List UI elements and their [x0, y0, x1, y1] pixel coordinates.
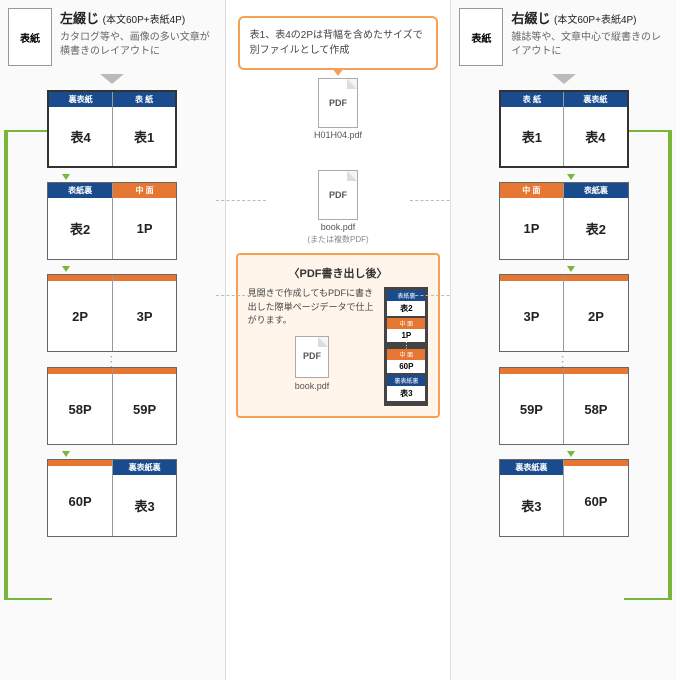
page-label: 58P [48, 374, 112, 444]
pdf-file-icon: PDF [318, 170, 358, 220]
page-label: 59P [113, 374, 177, 444]
book-icon: 表紙 [8, 8, 52, 66]
page-label: 表4 [564, 107, 627, 166]
right-header: 表紙 右綴じ (本文60P+表紙4P) 雑誌等や、文章中心で縦書きのレイアウトに [459, 8, 668, 66]
center-column: 表1、表4の2Pは背幅を含めたサイズで別ファイルとして作成 PDF H01H04… [226, 0, 451, 680]
page-tag: 表紙裏 [564, 183, 628, 198]
left-binding-column: 表紙 左綴じ (本文60P+表紙4P) カタログ等や、画像の多い文章が横書きのレ… [0, 0, 226, 680]
page-label: 表4 [49, 107, 112, 166]
page-tag: 表紙裏 [48, 183, 112, 198]
page-tag: 中 面 [113, 183, 177, 198]
mini-page: 裏表紙裏表3 [387, 375, 425, 401]
page-label: 表3 [500, 475, 564, 536]
page-tag: 中 面 [500, 183, 564, 198]
cover-callout: 表1、表4の2Pは背幅を含めたサイズで別ファイルとして作成 [238, 16, 439, 70]
mini-page: 表紙裏表2 [387, 290, 425, 316]
arrow-down-icon [552, 74, 576, 84]
pdf2-label: book.pdf [234, 222, 443, 232]
page-label: 60P [564, 466, 628, 536]
page-tag: 表 紙 [113, 92, 176, 107]
page-label: 2P [564, 281, 628, 351]
right-desc: 雑誌等や、文章中心で縦書きのレイアウトに [511, 31, 668, 59]
book-icon: 表紙 [459, 8, 503, 66]
page-label: 表3 [113, 475, 177, 536]
flow-arrow-icon [62, 174, 70, 180]
arrow-down-icon [100, 74, 124, 84]
page-spread: 中 面1P表紙裏表2 [499, 182, 629, 260]
page-spread: 裏表紙裏表360P [499, 459, 629, 537]
page-spread: 59P58P [499, 367, 629, 445]
page-spread: 表紙裏表2中 面1P [47, 182, 177, 260]
page-label: 60P [48, 466, 112, 536]
ellipsis-icon: ⋮ [459, 358, 668, 365]
pdf1-label: H01H04.pdf [234, 130, 443, 140]
page-tag: 表 紙 [501, 92, 564, 107]
mini-page-stack: 表紙裏表2中 面1P⋮中 面60P裏表紙裏表3 [384, 287, 428, 406]
page-spread: 表 紙表1裏表紙表4 [499, 90, 629, 168]
page-tag: 裏表紙裏 [500, 460, 564, 475]
right-title: 右綴じ (本文60P+表紙4P) [511, 8, 668, 27]
page-tag: 裏表紙 [49, 92, 112, 107]
page-label: 3P [113, 281, 177, 351]
page-spread: 58P59P [47, 367, 177, 445]
flow-arrow-icon [567, 266, 575, 272]
page-spread: 3P2P [499, 274, 629, 352]
mini-page: 中 面60P [387, 349, 425, 373]
flow-arrow-icon [62, 266, 70, 272]
page-label: 表2 [48, 198, 112, 259]
flow-arrow-icon [567, 174, 575, 180]
page-label: 59P [500, 374, 564, 444]
page-spread: 裏表紙表4表 紙表1 [47, 90, 177, 168]
pdf2-sublabel: (または複数PDF) [234, 234, 443, 245]
right-spreads: 表 紙表1裏表紙表4中 面1P表紙裏表23P2P⋮59P58P裏表紙裏表360P [459, 90, 668, 537]
flow-arrow-icon [62, 451, 70, 457]
right-binding-column: 表紙 右綴じ (本文60P+表紙4P) 雑誌等や、文章中心で縦書きのレイアウトに… [450, 0, 676, 680]
left-desc: カタログ等や、画像の多い文章が横書きのレイアウトに [60, 31, 217, 59]
page-label: 3P [500, 281, 564, 351]
page-label: 2P [48, 281, 112, 351]
page-tag: 裏表紙裏 [113, 460, 177, 475]
page-label: 表2 [564, 198, 628, 259]
page-spread: 60P裏表紙裏表3 [47, 459, 177, 537]
page-label: 表1 [113, 107, 176, 166]
left-header: 表紙 左綴じ (本文60P+表紙4P) カタログ等や、画像の多い文章が横書きのレ… [8, 8, 217, 66]
page-label: 1P [500, 198, 564, 259]
page-tag: 裏表紙 [564, 92, 627, 107]
page-label: 表1 [501, 107, 564, 166]
mini-page: 中 面1P [387, 318, 425, 342]
export-callout: 〈PDF書き出し後〉 見開きで作成してもPDFに書き出した際単ページデータで仕上… [236, 253, 441, 418]
export-text: 見開きで作成してもPDFに書き出した際単ページデータで仕上がります。 [248, 287, 377, 328]
export-pdf-label: book.pdf [248, 380, 377, 394]
pdf-file-icon: PDF [295, 336, 329, 378]
export-title: 〈PDF書き出し後〉 [248, 265, 429, 281]
pdf-file-icon: PDF [318, 78, 358, 128]
ellipsis-icon: ⋮ [8, 358, 217, 365]
left-spreads: 裏表紙表4表 紙表1表紙裏表2中 面1P2P3P⋮58P59P60P裏表紙裏表3 [8, 90, 217, 537]
flow-arrow-icon [567, 451, 575, 457]
page-spread: 2P3P [47, 274, 177, 352]
diagram-container: 表紙 左綴じ (本文60P+表紙4P) カタログ等や、画像の多い文章が横書きのレ… [0, 0, 676, 680]
left-title: 左綴じ (本文60P+表紙4P) [60, 8, 217, 27]
page-label: 1P [113, 198, 177, 259]
page-label: 58P [564, 374, 628, 444]
